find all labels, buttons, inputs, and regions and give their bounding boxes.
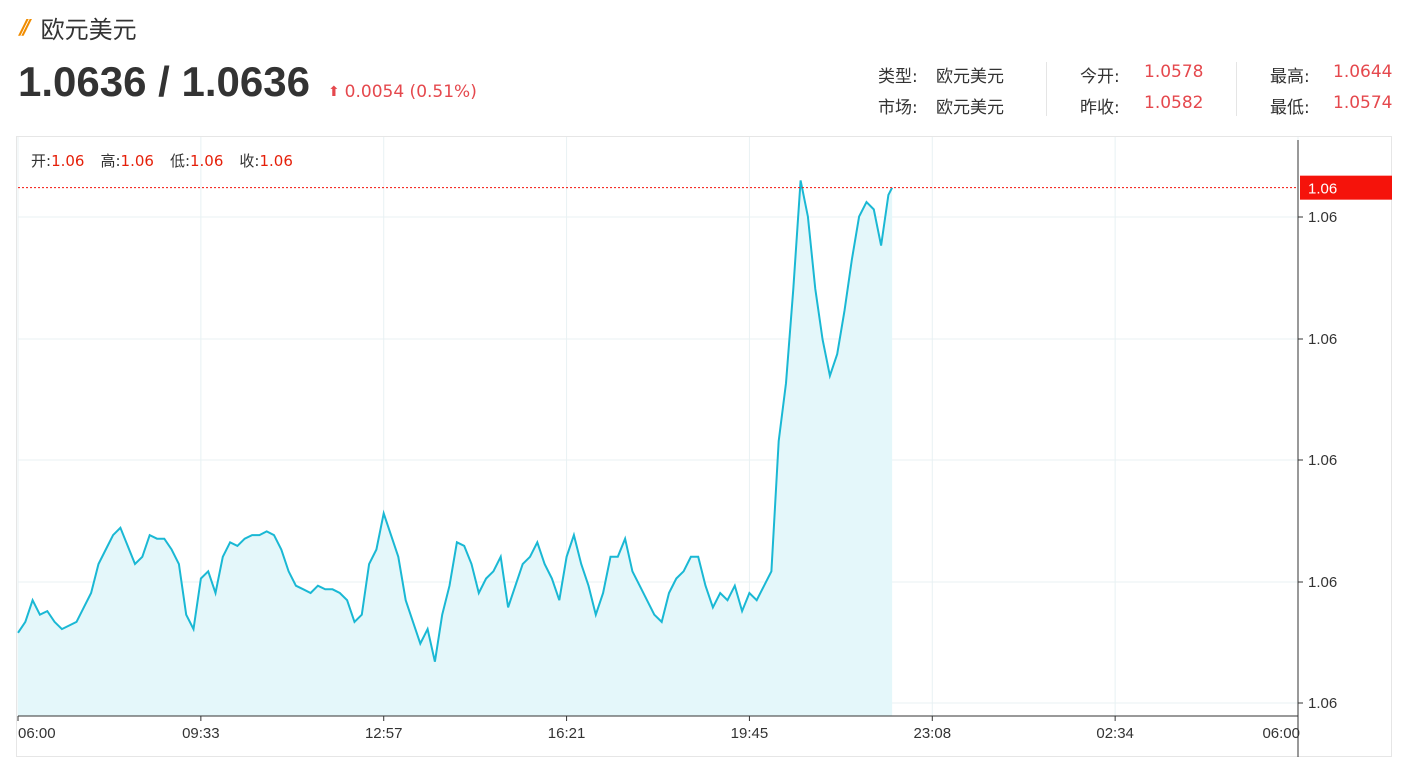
price-change: ⬆ 0.0054 (0.51%) [328,82,477,102]
price-row: 1.0636 / 1.0636 ⬆ 0.0054 (0.51%) [18,58,477,106]
up-arrow-icon: ⬆ [327,84,340,100]
y-tick-label: 1.06 [1308,452,1337,469]
prev-close-label: 昨收: [1080,98,1120,118]
x-tick-label: 12:57 [365,725,403,742]
x-tick-label: 02:34 [1096,725,1134,742]
info-divider [1046,62,1047,116]
ohlc-readout: 开:1.06 高:1.06 低:1.06 收:1.06 [31,150,293,171]
low-value: 1.0574 [1333,93,1393,113]
y-tick-label: 1.06 [1308,695,1337,712]
type-value: 欧元美元 [936,67,1004,87]
chart-frame [16,136,1392,757]
x-tick-label: 09:33 [182,725,220,742]
x-tick-label: 19:45 [731,725,769,742]
ohlc-open: 开:1.06 [31,152,85,170]
price-line [17,180,893,662]
market-value: 欧元美元 [936,98,1004,118]
info-divider [1236,62,1237,116]
accent-slash-icon: // [20,15,30,39]
y-tick-label: 1.06 [1308,331,1337,348]
ohlc-close: 收:1.06 [239,152,293,170]
x-tick-label: 16:21 [548,725,586,742]
x-tick-label: 23:08 [914,725,952,742]
current-price-tag [1300,175,1392,200]
low-label: 最低: [1270,98,1310,118]
current-price: 1.0636 / 1.0636 [18,58,310,105]
high-label: 最高: [1270,67,1310,87]
change-value: 0.0054 (0.51%) [344,82,477,102]
price-area-fill [18,180,893,716]
high-value: 1.0644 [1333,62,1393,82]
prev-close-value: 1.0582 [1144,93,1204,113]
x-tick-label: 06:00 [1262,725,1300,742]
ohlc-low: 低:1.06 [169,152,224,170]
ohlc-high: 高:1.06 [100,152,154,170]
y-tick-label: 1.06 [1308,574,1337,591]
x-tick-label: 06:00 [18,725,56,742]
current-price-tag-label: 1.06 [1308,181,1337,198]
page-title: 欧元美元 [40,15,137,44]
open-label: 今开: [1080,67,1120,87]
title-bar: // 欧元美元 [20,10,137,44]
y-tick-label: 1.06 [1308,209,1337,226]
open-value: 1.0578 [1144,62,1204,82]
market-label: 市场: [878,98,918,118]
type-label: 类型: [878,67,918,87]
